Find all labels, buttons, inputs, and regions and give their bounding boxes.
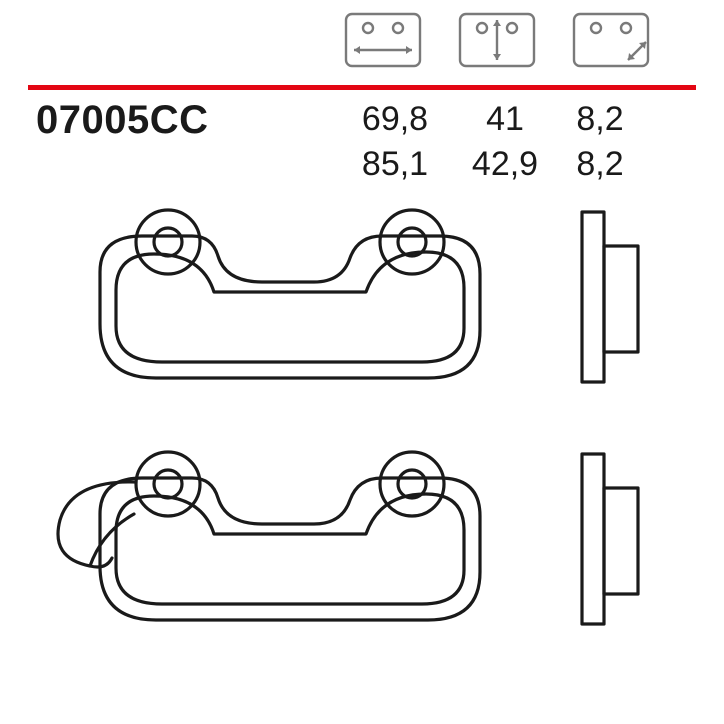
product-code: 07005CC (36, 98, 209, 143)
dim-row2-width: 85,1 (340, 145, 450, 184)
header-icon-row (340, 10, 654, 76)
top-pad-side (582, 212, 638, 382)
dim-row2-thickness: 8,2 (560, 145, 640, 184)
top-pad-face (100, 210, 480, 378)
technical-drawing (42, 200, 682, 664)
pad-height-icon (454, 10, 540, 76)
page: 07005CC 69,8 41 8,2 85,1 42,9 8,2 (0, 0, 724, 724)
dim-row1-height: 41 (450, 100, 560, 139)
bottom-pad-side (582, 454, 638, 624)
accent-divider (28, 85, 696, 90)
bottom-pad-face (58, 452, 480, 620)
pad-depth-icon (568, 10, 654, 76)
pad-width-icon (340, 10, 426, 76)
dim-row2-height: 42,9 (450, 145, 560, 184)
dim-row1-thickness: 8,2 (560, 100, 640, 139)
dim-row1-width: 69,8 (340, 100, 450, 139)
dimension-table: 69,8 41 8,2 85,1 42,9 8,2 (340, 100, 640, 184)
